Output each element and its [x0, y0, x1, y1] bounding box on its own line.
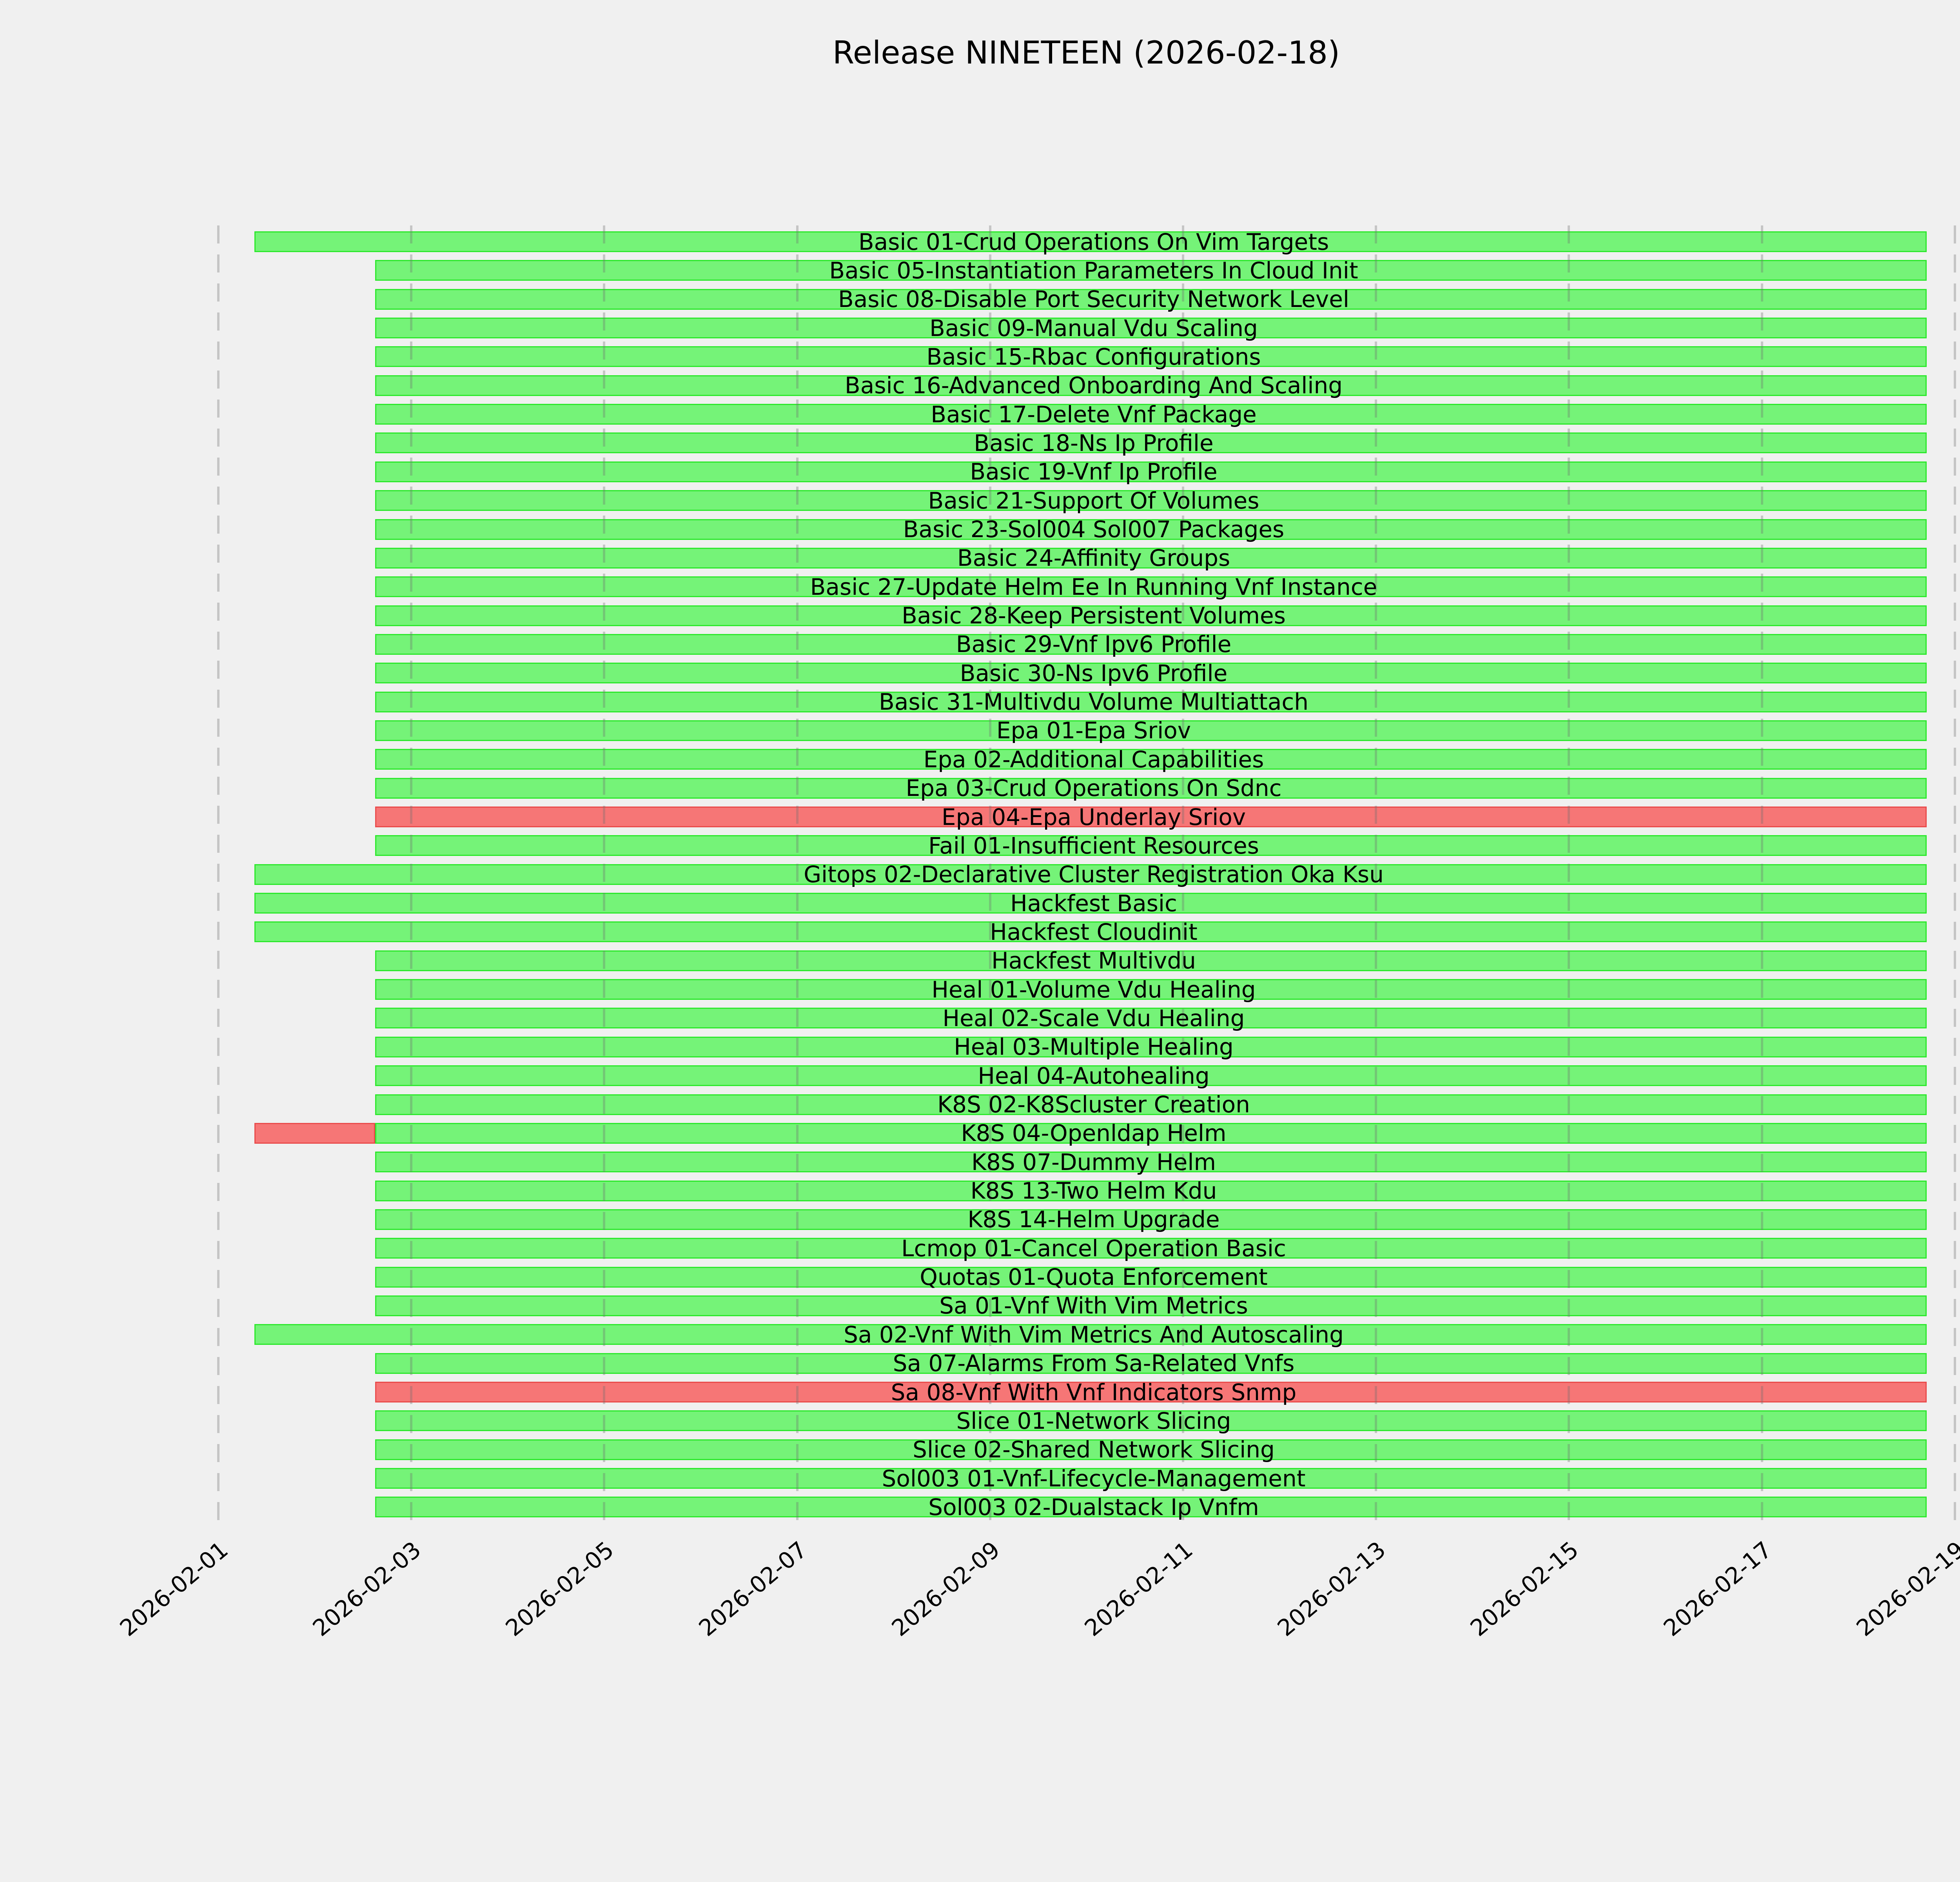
task-bar-passed — [375, 1123, 1927, 1144]
task-bar-passed — [254, 1324, 1927, 1345]
x-tick-label: 2026-02-09 — [886, 1536, 1005, 1642]
gridline-2026-02-17 — [1760, 225, 1763, 1522]
task-bar-passed — [375, 778, 1927, 799]
task-bar-failed — [375, 1382, 1927, 1402]
x-tick-label: 2026-02-11 — [1079, 1536, 1198, 1642]
gridline-2026-02-07 — [796, 225, 799, 1522]
task-bar-passed — [254, 893, 1927, 914]
task-bar-passed — [375, 490, 1927, 511]
task-bar-passed — [375, 432, 1927, 454]
gridline-2026-02-11 — [1182, 225, 1184, 1522]
task-bar-passed — [375, 260, 1927, 281]
task-bar-passed — [375, 346, 1927, 367]
task-bar-passed — [375, 576, 1927, 598]
gridline-2026-02-19 — [1953, 225, 1956, 1522]
task-bar-passed — [375, 1497, 1927, 1518]
gridline-2026-02-05 — [603, 225, 606, 1522]
task-bar-passed — [375, 605, 1927, 626]
gridline-2026-02-03 — [410, 225, 413, 1522]
task-bar-passed — [375, 663, 1927, 684]
task-bar-passed — [375, 634, 1927, 655]
task-bar-passed — [375, 835, 1927, 856]
task-bar-passed — [254, 921, 1927, 943]
task-bar-passed — [375, 289, 1927, 310]
chart-title: Release NINETEEN (2026-02-18) — [832, 35, 1340, 71]
task-bar-passed — [375, 1468, 1927, 1489]
task-bar-passed — [375, 1439, 1927, 1460]
task-bar-passed — [375, 1094, 1927, 1115]
x-tick-label: 2026-02-05 — [501, 1536, 619, 1642]
task-bar-passed — [375, 1008, 1927, 1029]
task-bar-passed — [375, 1238, 1927, 1259]
x-tick-label: 2026-02-07 — [693, 1536, 812, 1642]
task-bar-failed — [375, 807, 1927, 827]
task-bar-passed — [375, 1180, 1927, 1201]
x-tick-label: 2026-02-17 — [1658, 1536, 1777, 1642]
x-tick-label: 2026-02-15 — [1465, 1536, 1584, 1642]
x-tick-label: 2026-02-03 — [307, 1536, 426, 1642]
task-bar-passed — [254, 864, 1927, 885]
x-tick-label: 2026-02-19 — [1851, 1536, 1960, 1642]
gridline-2026-02-15 — [1568, 225, 1570, 1522]
task-bar-passed — [375, 404, 1927, 425]
task-bar-passed — [375, 979, 1927, 1000]
x-tick-label: 2026-02-01 — [114, 1536, 233, 1642]
task-bar-passed — [375, 1152, 1927, 1173]
task-bar-passed — [375, 1209, 1927, 1230]
task-bar-passed — [375, 749, 1927, 770]
gridline-2026-02-09 — [989, 225, 991, 1522]
gridline-2026-02-13 — [1375, 225, 1377, 1522]
task-bar-passed — [375, 461, 1927, 482]
task-bar-failed — [254, 1123, 375, 1144]
task-bar-passed — [254, 231, 1927, 252]
task-bar-passed — [375, 1266, 1927, 1288]
task-bar-passed — [375, 375, 1927, 396]
gridline-2026-02-01 — [217, 225, 220, 1522]
task-bar-passed — [375, 1065, 1927, 1086]
task-bar-passed — [375, 1036, 1927, 1057]
task-bar-passed — [375, 720, 1927, 741]
x-tick-label: 2026-02-13 — [1272, 1536, 1391, 1642]
task-bar-passed — [375, 1353, 1927, 1374]
task-bar-passed — [375, 1295, 1927, 1316]
task-bar-passed — [375, 950, 1927, 971]
task-bar-passed — [375, 318, 1927, 339]
task-bar-passed — [375, 547, 1927, 569]
task-bar-passed — [375, 1410, 1927, 1431]
task-bar-passed — [375, 519, 1927, 540]
task-bar-passed — [375, 691, 1927, 712]
